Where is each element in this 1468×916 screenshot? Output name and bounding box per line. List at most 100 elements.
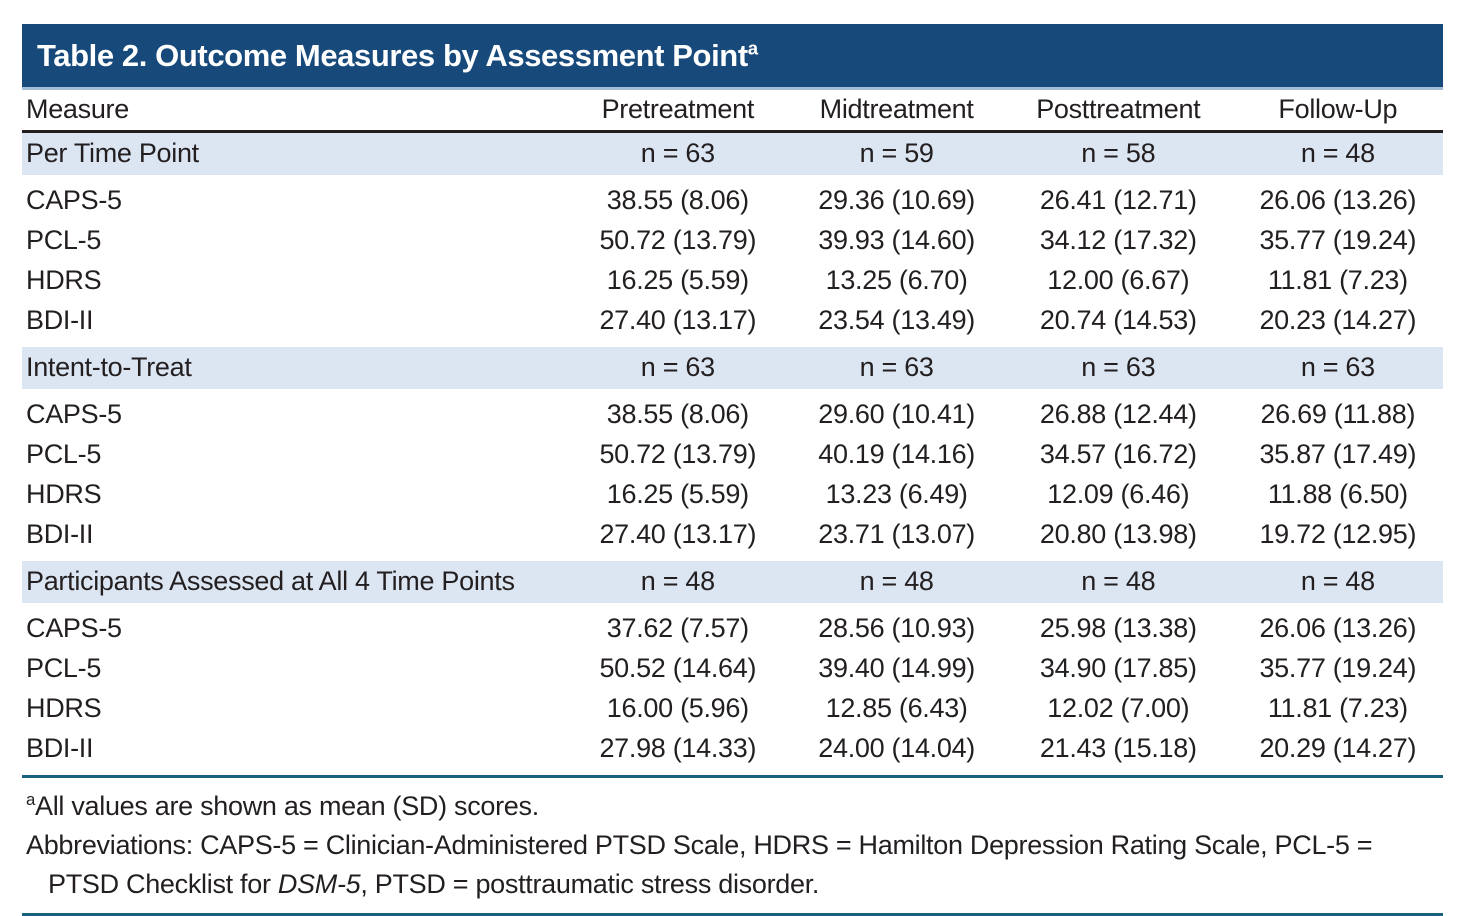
footnote-a-text: All values are shown as mean (SD) scores… <box>35 791 539 821</box>
value-cell: 11.88 (6.50) <box>1267 479 1408 509</box>
section-header-row: Participants Assessed at All 4 Time Poin… <box>22 561 1443 603</box>
value-cell: 11.81 (7.23) <box>1267 265 1408 295</box>
value-cell: 13.23 (6.49) <box>825 479 968 509</box>
measure-cell: PCL-5 <box>26 439 102 469</box>
table-footnotes: aAll values are shown as mean (SD) score… <box>22 778 1443 916</box>
value-cell: 40.19 (14.16) <box>818 439 975 469</box>
value-cell: 35.77 (19.24) <box>1259 225 1417 255</box>
value-cell: 20.80 (13.98) <box>1039 519 1197 549</box>
measure-cell: CAPS-5 <box>26 185 122 215</box>
table-row: HDRS 16.00 (5.96) 12.85 (6.43) 12.02 (7.00)… <box>22 689 1443 729</box>
abbreviations-italic-term: DSM-5 <box>277 869 361 899</box>
section-n-value: n = 48 <box>789 561 1004 603</box>
value-cell: 16.25 (5.59) <box>606 479 749 509</box>
measure-cell: BDI-II <box>26 519 94 549</box>
measure-cell: PCL-5 <box>26 653 102 683</box>
section-n-value: n = 63 <box>1003 347 1233 389</box>
column-header-measure: Measure <box>22 90 567 133</box>
table-section: Per Time Point n = 63 n = 59 n = 58 n = 48 CA… <box>22 131 1443 348</box>
table-row: BDI-II 27.40 (13.17) 23.71 (13.07) 20.80 (1… <box>22 515 1443 561</box>
measure-cell: HDRS <box>26 265 102 295</box>
column-header-midtreatment: Midtreatment <box>789 90 1004 133</box>
section-n-value: n = 63 <box>789 347 1004 389</box>
table-row: PCL-5 50.72 (13.79) 40.19 (14.16) 34.57 (16… <box>22 435 1443 475</box>
footnote-a: aAll values are shown as mean (SD) score… <box>26 787 1443 826</box>
column-header-pretreatment: Pretreatment <box>566 90 790 133</box>
section-n-value: n = 59 <box>789 131 1004 175</box>
outcome-measures-table: Measure Pretreatment Midtreatment Posttr… <box>22 90 1443 778</box>
value-cell: 50.72 (13.79) <box>599 439 757 469</box>
section-header-row: Per Time Point n = 63 n = 59 n = 58 n = 48 <box>22 131 1443 175</box>
value-cell: 35.87 (17.49) <box>1259 439 1417 469</box>
section-n-value: n = 58 <box>1003 131 1233 175</box>
section-label: Intent-to-Treat <box>22 347 567 389</box>
table-header: Measure Pretreatment Midtreatment Posttr… <box>22 90 1443 133</box>
measure-cell: HDRS <box>26 479 102 509</box>
section-n-value: n = 63 <box>566 347 790 389</box>
value-cell: 27.40 (13.17) <box>599 305 757 335</box>
value-cell: 28.56 (10.93) <box>818 613 975 643</box>
value-cell: 35.77 (19.24) <box>1259 653 1417 683</box>
value-cell: 23.71 (13.07) <box>818 519 975 549</box>
table-figure: Table 2. Outcome Measures by Assessment … <box>22 24 1443 916</box>
value-cell: 26.06 (13.26) <box>1259 613 1417 643</box>
section-n-value: n = 48 <box>1232 131 1443 175</box>
measure-cell: BDI-II <box>26 733 94 763</box>
table-title: Table 2. Outcome Measures by Assessment … <box>37 38 748 73</box>
value-cell: 16.25 (5.59) <box>606 265 749 295</box>
table-row: PCL-5 50.72 (13.79) 39.93 (14.60) 34.12 (17… <box>22 221 1443 261</box>
value-cell: 24.00 (14.04) <box>818 733 975 763</box>
abbreviations-text: Abbreviations: CAPS-5 = Clinician-Admini… <box>26 830 1373 899</box>
measure-cell: PCL-5 <box>26 225 102 255</box>
table-section: Participants Assessed at All 4 Time Poin… <box>22 561 1443 777</box>
value-cell: 50.72 (13.79) <box>599 225 757 255</box>
column-header-posttreatment: Posttreatment <box>1003 90 1233 133</box>
table-row: BDI-II 27.98 (14.33) 24.00 (14.04) 21.43 (1… <box>22 729 1443 777</box>
value-cell: 12.09 (6.46) <box>1047 479 1190 509</box>
value-cell: 39.40 (14.99) <box>818 653 975 683</box>
value-cell: 23.54 (13.49) <box>818 305 975 335</box>
table-section: Intent-to-Treat n = 63 n = 63 n = 63 n = 63 C… <box>22 347 1443 561</box>
measure-cell: CAPS-5 <box>26 399 122 429</box>
value-cell: 38.55 (8.06) <box>606 399 749 429</box>
table-row: HDRS 16.25 (5.59) 13.23 (6.49) 12.09 (6.46)… <box>22 475 1443 515</box>
table-title-bar: Table 2. Outcome Measures by Assessment … <box>22 24 1443 90</box>
value-cell: 39.93 (14.60) <box>818 225 975 255</box>
measure-cell: CAPS-5 <box>26 613 122 643</box>
value-cell: 38.55 (8.06) <box>606 185 749 215</box>
value-cell: 26.41 (12.71) <box>1039 185 1197 215</box>
table-row: CAPS-5 38.55 (8.06) 29.36 (10.69) 26.41 (12… <box>22 175 1443 221</box>
abbreviations-text-end: , PTSD = posttraumatic stress disorder. <box>360 869 820 899</box>
section-label: Per Time Point <box>22 131 567 175</box>
table-title-footnote-marker: a <box>747 37 758 59</box>
table-row: BDI-II 27.40 (13.17) 23.54 (13.49) 20.74 (1… <box>22 301 1443 347</box>
table-row: CAPS-5 37.62 (7.57) 28.56 (10.93) 25.98 (13… <box>22 603 1443 649</box>
section-n-value: n = 48 <box>566 561 790 603</box>
value-cell: 27.98 (14.33) <box>599 733 757 763</box>
value-cell: 20.74 (14.53) <box>1039 305 1197 335</box>
section-label: Participants Assessed at All 4 Time Poin… <box>22 561 567 603</box>
table-row: PCL-5 50.52 (14.64) 39.40 (14.99) 34.90 (17… <box>22 649 1443 689</box>
measure-cell: HDRS <box>26 693 102 723</box>
measure-cell: BDI-II <box>26 305 94 335</box>
value-cell: 26.06 (13.26) <box>1259 185 1417 215</box>
section-n-value: n = 48 <box>1232 561 1443 603</box>
value-cell: 27.40 (13.17) <box>599 519 757 549</box>
value-cell: 34.90 (17.85) <box>1039 653 1197 683</box>
value-cell: 12.02 (7.00) <box>1047 693 1190 723</box>
value-cell: 26.88 (12.44) <box>1039 399 1197 429</box>
value-cell: 21.43 (15.18) <box>1039 733 1197 763</box>
value-cell: 20.29 (14.27) <box>1259 733 1417 763</box>
section-n-value: n = 63 <box>566 131 790 175</box>
value-cell: 20.23 (14.27) <box>1259 305 1417 335</box>
value-cell: 13.25 (6.70) <box>825 265 968 295</box>
value-cell: 25.98 (13.38) <box>1039 613 1197 643</box>
footnote-a-marker: a <box>26 790 36 809</box>
value-cell: 37.62 (7.57) <box>606 613 749 643</box>
value-cell: 16.00 (5.96) <box>606 693 749 723</box>
section-n-value: n = 48 <box>1003 561 1233 603</box>
footnote-abbreviations: Abbreviations: CAPS-5 = Clinician-Admini… <box>26 826 1443 904</box>
table-row: HDRS 16.25 (5.59) 13.25 (6.70) 12.00 (6.67)… <box>22 261 1443 301</box>
table-row: CAPS-5 38.55 (8.06) 29.60 (10.41) 26.88 (12… <box>22 389 1443 435</box>
column-header-row: Measure Pretreatment Midtreatment Posttr… <box>22 90 1443 133</box>
